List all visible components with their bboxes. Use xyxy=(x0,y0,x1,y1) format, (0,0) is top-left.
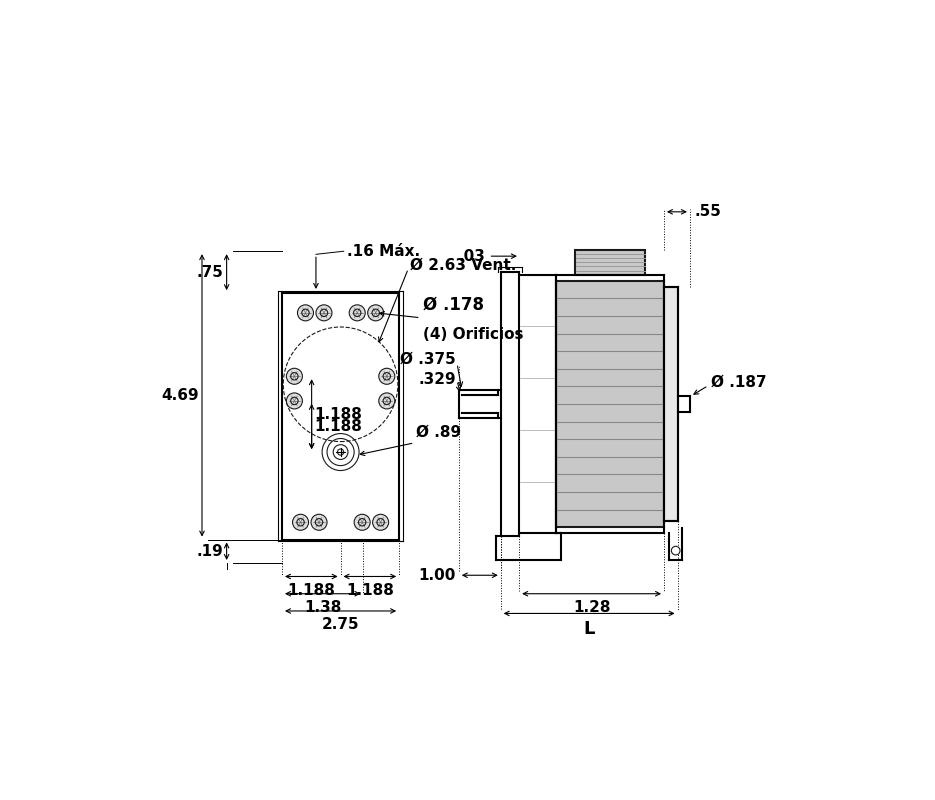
Text: 4.69: 4.69 xyxy=(161,388,199,403)
Text: Ø .89: Ø .89 xyxy=(416,425,462,440)
Circle shape xyxy=(367,305,383,321)
Circle shape xyxy=(671,546,680,555)
Text: 2.75: 2.75 xyxy=(322,617,359,632)
Text: 1.28: 1.28 xyxy=(573,600,611,615)
Circle shape xyxy=(379,393,395,409)
Text: 1.188: 1.188 xyxy=(287,582,336,598)
Text: .75: .75 xyxy=(196,265,223,280)
Circle shape xyxy=(354,514,370,530)
Circle shape xyxy=(286,368,302,384)
Circle shape xyxy=(297,305,313,321)
Bar xyxy=(664,287,678,521)
Text: 1.00: 1.00 xyxy=(418,568,455,582)
Text: L: L xyxy=(583,619,595,638)
Text: Ø .178: Ø .178 xyxy=(423,295,483,314)
Text: 1.188: 1.188 xyxy=(315,406,363,422)
Text: .16 Máx.: .16 Máx. xyxy=(347,244,420,258)
Text: (4) Orificios: (4) Orificios xyxy=(423,327,523,342)
Text: 1.38: 1.38 xyxy=(304,600,341,615)
Circle shape xyxy=(316,305,332,321)
Text: Ø .187: Ø .187 xyxy=(712,375,767,390)
Text: Ø .375: Ø .375 xyxy=(400,352,455,367)
Text: 1.188: 1.188 xyxy=(346,582,394,598)
Circle shape xyxy=(349,305,366,321)
Text: .03: .03 xyxy=(458,249,485,264)
Bar xyxy=(556,281,664,527)
Text: Ø 2.63 Vent.: Ø 2.63 Vent. xyxy=(410,258,516,273)
Bar xyxy=(575,250,645,274)
Circle shape xyxy=(379,368,395,384)
Circle shape xyxy=(286,393,302,409)
Text: .329: .329 xyxy=(418,372,455,387)
Circle shape xyxy=(373,514,389,530)
Circle shape xyxy=(311,514,327,530)
Text: .55: .55 xyxy=(695,204,722,219)
Text: .19: .19 xyxy=(196,544,223,558)
Text: 1.188: 1.188 xyxy=(315,419,363,434)
Circle shape xyxy=(293,514,309,530)
